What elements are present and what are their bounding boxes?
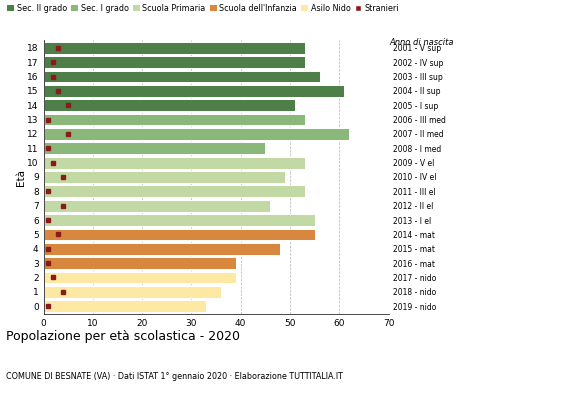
Bar	[44, 257, 235, 269]
Bar	[44, 99, 295, 111]
Bar	[44, 171, 285, 183]
Bar	[44, 286, 221, 298]
Bar	[44, 71, 320, 82]
Y-axis label: Età: Età	[16, 168, 26, 186]
Bar	[44, 186, 305, 197]
Bar	[44, 214, 314, 226]
Bar	[44, 300, 206, 312]
Text: COMUNE DI BESNATE (VA) · Dati ISTAT 1° gennaio 2020 · Elaborazione TUTTITALIA.IT: COMUNE DI BESNATE (VA) · Dati ISTAT 1° g…	[6, 372, 343, 381]
Bar	[44, 114, 305, 126]
Bar	[44, 85, 344, 97]
Bar	[44, 128, 349, 140]
Bar	[44, 56, 305, 68]
Bar	[44, 200, 270, 212]
Text: Popolazione per età scolastica - 2020: Popolazione per età scolastica - 2020	[6, 330, 240, 343]
Bar	[44, 228, 314, 240]
Text: Anno di nascita: Anno di nascita	[390, 38, 454, 47]
Bar	[44, 142, 266, 154]
Bar	[44, 42, 305, 54]
Legend: Sec. II grado, Sec. I grado, Scuola Primaria, Scuola dell'Infanzia, Asilo Nido, : Sec. II grado, Sec. I grado, Scuola Prim…	[7, 4, 398, 13]
Bar	[44, 157, 305, 168]
Bar	[44, 272, 235, 283]
Bar	[44, 243, 280, 255]
